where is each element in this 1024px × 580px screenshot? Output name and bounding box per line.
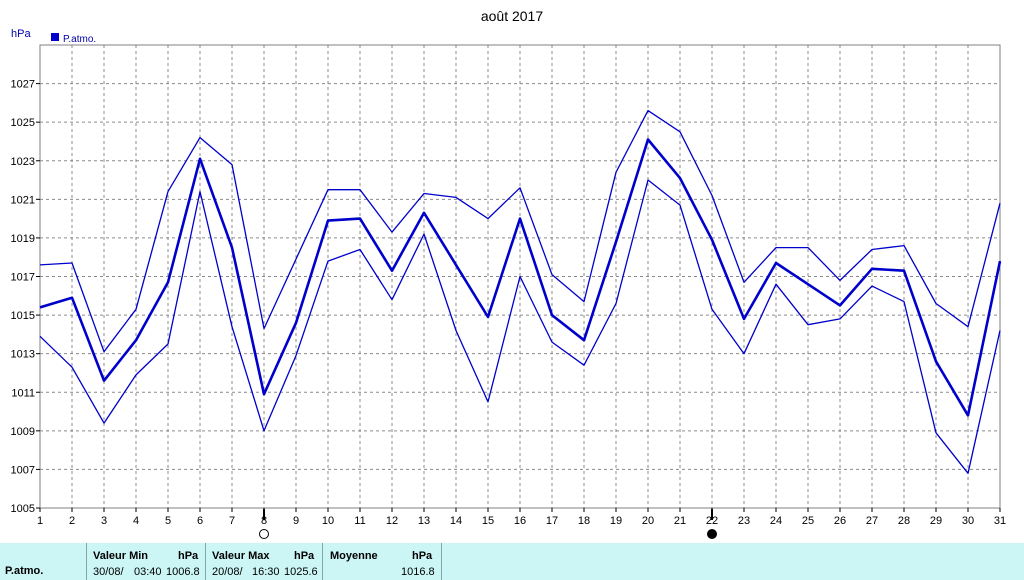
series-lines — [39, 109, 1002, 474]
x-tick-label: 23 — [738, 515, 750, 527]
y-tick-label: 1023 — [11, 156, 35, 168]
x-tick-label: 17 — [546, 515, 558, 527]
x-tick-label: 22 — [706, 515, 718, 527]
y-tick-label: 1005 — [11, 503, 35, 515]
x-tick-label: 28 — [898, 515, 910, 527]
x-tick-label: 30 — [962, 515, 974, 527]
full-moon-icon — [259, 529, 269, 539]
y-axis: 1005 1007 1009 1011 1013 1015 1017 1019 1021 1023… — [11, 79, 40, 515]
y-tick-label: 1007 — [11, 464, 35, 476]
stats-avg-cell: Moyenne hPa 1016.8 — [323, 543, 442, 580]
min-time: 03:40 — [134, 566, 162, 578]
min-unit: hPa — [178, 550, 199, 562]
min-date: 30/08/ — [93, 566, 124, 578]
x-tick-label: 10 — [322, 515, 334, 527]
stats-max-cell: Valeur Max hPa 20/08/ 16:30 1025.6 — [206, 543, 323, 580]
x-tick-label: 12 — [386, 515, 398, 527]
stats-series-cell: P.atmo. — [0, 543, 87, 580]
x-tick-label: 31 — [994, 515, 1006, 527]
max-value: 1025.6 — [284, 566, 318, 578]
x-tick-label: 11 — [354, 515, 365, 527]
y-axis-label: hPa — [11, 28, 31, 40]
legend-swatch — [51, 33, 59, 41]
avg-unit: hPa — [412, 550, 433, 562]
x-tick-label: 15 — [482, 515, 494, 527]
x-tick-label: 4 — [133, 515, 139, 527]
avg-value: 1016.8 — [401, 566, 435, 578]
avg-header: Moyenne — [330, 550, 378, 562]
stats-min-cell: Valeur Min hPa 30/08/ 03:40 1006.8 — [87, 543, 206, 580]
x-tick-label: 16 — [514, 515, 526, 527]
x-tick-label: 21 — [674, 515, 686, 527]
y-tick-label: 1021 — [11, 194, 35, 206]
x-tick-label: 8 — [261, 515, 267, 527]
x-tick-label: 14 — [450, 515, 462, 527]
x-tick-label: 29 — [930, 515, 942, 527]
max-unit: hPa — [294, 550, 315, 562]
x-axis: 1 2 3 4 5 6 7 8 9 10 11 12 13 14 15 16 17 18 19 20 21 22 23 24 2… — [37, 508, 1006, 527]
x-tick-label: 26 — [834, 515, 846, 527]
min-header: Valeur Min — [93, 550, 149, 562]
new-moon-icon — [707, 529, 717, 539]
x-tick-label: 25 — [802, 515, 814, 527]
series-line — [39, 138, 1002, 417]
y-tick-label: 1015 — [11, 310, 35, 322]
series-line — [39, 109, 1001, 353]
y-tick-label: 1017 — [11, 272, 35, 284]
x-tick-label: 6 — [197, 515, 203, 527]
x-tick-label: 19 — [610, 515, 622, 527]
x-tick-label: 18 — [578, 515, 590, 527]
moon-markers — [259, 509, 717, 539]
x-tick-label: 7 — [229, 515, 235, 527]
x-tick-label: 9 — [293, 515, 299, 527]
x-tick-label: 20 — [642, 515, 654, 527]
max-time: 16:30 — [252, 566, 280, 578]
y-tick-label: 1027 — [11, 79, 35, 91]
x-tick-label: 2 — [69, 515, 75, 527]
x-tick-label: 24 — [770, 515, 782, 527]
x-tick-label: 3 — [101, 515, 107, 527]
stats-series-label: P.atmo. — [5, 565, 44, 577]
min-value: 1006.8 — [166, 566, 200, 578]
stats-empty-cell — [442, 543, 1024, 580]
legend-label: P.atmo. — [63, 34, 96, 45]
series-line — [39, 179, 1001, 474]
x-tick-label: 13 — [418, 515, 430, 527]
stats-footer: P.atmo. Valeur Min hPa 30/08/ 03:40 1006… — [0, 543, 1024, 580]
max-header: Valeur Max — [212, 550, 270, 562]
y-tick-label: 1025 — [11, 117, 35, 129]
y-tick-label: 1009 — [11, 426, 35, 438]
chart-title: août 2017 — [481, 8, 543, 24]
x-tick-label: 1 — [37, 515, 43, 527]
x-tick-label: 5 — [165, 515, 171, 527]
y-tick-label: 1013 — [11, 349, 35, 361]
max-date: 20/08/ — [212, 566, 243, 578]
y-tick-label: 1019 — [11, 233, 35, 245]
x-tick-label: 27 — [866, 515, 878, 527]
y-tick-label: 1011 — [11, 387, 35, 399]
pressure-chart: août 2017 hPa P.atmo. 100510071009101110… — [11, 8, 1006, 539]
